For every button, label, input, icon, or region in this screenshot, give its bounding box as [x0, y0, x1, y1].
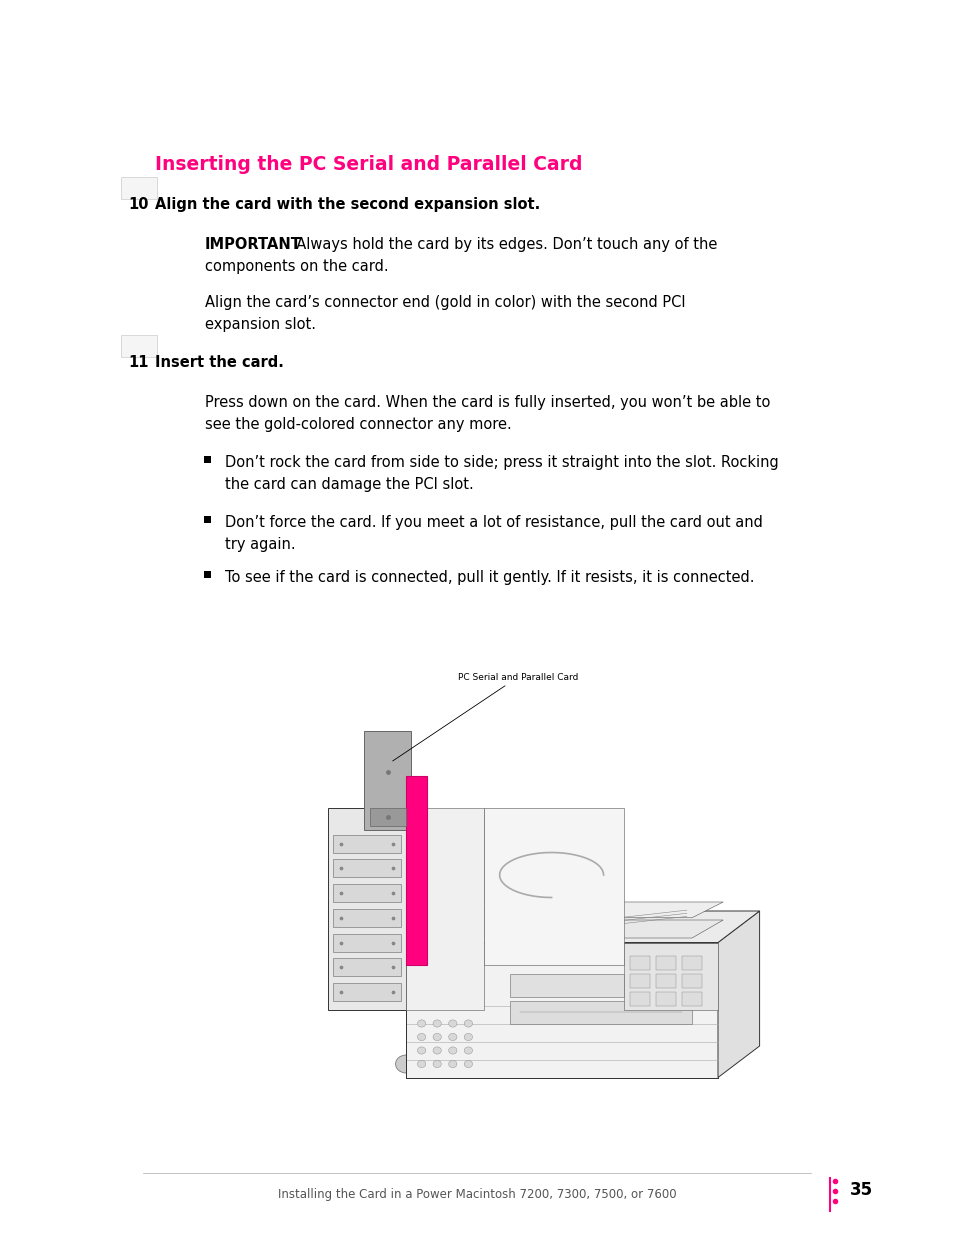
Bar	[629, 992, 650, 1005]
Text: Installing the Card in a Power Macintosh 7200, 7300, 7500, or 7600: Installing the Card in a Power Macintosh…	[277, 1188, 676, 1200]
Bar	[457, 857, 465, 876]
Polygon shape	[718, 911, 759, 1077]
Bar	[204, 571, 211, 578]
Bar	[629, 956, 650, 969]
Text: To see if the card is connected, pull it gently. If it resists, it is connected.: To see if the card is connected, pull it…	[225, 571, 754, 585]
Polygon shape	[406, 942, 718, 1077]
Text: 35: 35	[849, 1181, 872, 1199]
Polygon shape	[510, 902, 722, 918]
Text: components on the card.: components on the card.	[205, 259, 388, 274]
Bar	[629, 974, 650, 988]
Circle shape	[395, 1055, 416, 1073]
Text: Align the card with the second expansion slot.: Align the card with the second expansion…	[154, 198, 539, 212]
Circle shape	[448, 1047, 456, 1055]
Bar	[426, 911, 435, 929]
Polygon shape	[328, 808, 406, 1010]
Bar	[411, 857, 418, 876]
Polygon shape	[333, 860, 400, 877]
Polygon shape	[333, 835, 400, 852]
Circle shape	[464, 1034, 472, 1041]
Polygon shape	[510, 1002, 691, 1024]
Bar	[680, 992, 701, 1005]
Circle shape	[417, 1034, 425, 1041]
Text: try again.: try again.	[225, 537, 295, 552]
Circle shape	[417, 1020, 425, 1028]
Polygon shape	[333, 983, 400, 1002]
Bar	[457, 911, 465, 929]
Text: Press down on the card. When the card is fully inserted, you won’t be able to: Press down on the card. When the card is…	[205, 395, 770, 410]
Polygon shape	[510, 974, 624, 997]
Text: Don’t force the card. If you meet a lot of resistance, pull the card out and: Don’t force the card. If you meet a lot …	[225, 515, 762, 530]
Text: Inserting the PC Serial and Parallel Card: Inserting the PC Serial and Parallel Car…	[154, 156, 582, 174]
Text: Align the card’s connector end (gold in color) with the second PCI: Align the card’s connector end (gold in …	[205, 295, 685, 310]
Text: 10: 10	[128, 198, 149, 212]
Polygon shape	[364, 731, 411, 830]
Circle shape	[464, 1061, 472, 1067]
Polygon shape	[406, 776, 426, 965]
Text: expansion slot.: expansion slot.	[205, 317, 315, 332]
Circle shape	[448, 1034, 456, 1041]
Polygon shape	[333, 909, 400, 926]
Circle shape	[448, 1061, 456, 1067]
Bar	[121, 177, 157, 199]
Text: 11: 11	[128, 354, 149, 370]
Polygon shape	[483, 808, 624, 965]
Text: PC Serial and Parallel Card: PC Serial and Parallel Card	[393, 673, 578, 761]
Bar	[655, 974, 676, 988]
Bar	[121, 335, 157, 357]
Polygon shape	[406, 808, 483, 1010]
Text: the card can damage the PCI slot.: the card can damage the PCI slot.	[225, 477, 474, 492]
Bar	[680, 956, 701, 969]
Bar	[655, 956, 676, 969]
Bar	[442, 911, 450, 929]
Bar	[411, 911, 418, 929]
Circle shape	[433, 1034, 441, 1041]
Circle shape	[417, 1047, 425, 1055]
Bar	[655, 992, 676, 1005]
Circle shape	[433, 1020, 441, 1028]
Circle shape	[464, 1020, 472, 1028]
Circle shape	[433, 1047, 441, 1055]
Bar	[442, 884, 450, 902]
Polygon shape	[333, 958, 400, 976]
Bar	[204, 456, 211, 462]
Polygon shape	[406, 911, 759, 942]
Circle shape	[464, 1047, 472, 1055]
Polygon shape	[624, 942, 718, 1010]
Text: Always hold the card by its edges. Don’t touch any of the: Always hold the card by its edges. Don’t…	[287, 237, 717, 252]
Circle shape	[417, 1061, 425, 1067]
Bar	[457, 884, 465, 902]
Circle shape	[448, 1020, 456, 1028]
Circle shape	[433, 1061, 441, 1067]
Bar	[680, 974, 701, 988]
Bar	[426, 857, 435, 876]
Text: see the gold-colored connector any more.: see the gold-colored connector any more.	[205, 417, 511, 432]
Bar	[204, 515, 211, 522]
Text: Insert the card.: Insert the card.	[154, 354, 284, 370]
Polygon shape	[510, 920, 722, 939]
Polygon shape	[333, 884, 400, 902]
Polygon shape	[333, 934, 400, 951]
Text: Don’t rock the card from side to side; press it straight into the slot. Rocking: Don’t rock the card from side to side; p…	[225, 454, 778, 471]
Bar	[411, 884, 418, 902]
Bar	[426, 884, 435, 902]
Polygon shape	[369, 808, 406, 825]
Text: IMPORTANT: IMPORTANT	[205, 237, 301, 252]
Bar	[442, 857, 450, 876]
